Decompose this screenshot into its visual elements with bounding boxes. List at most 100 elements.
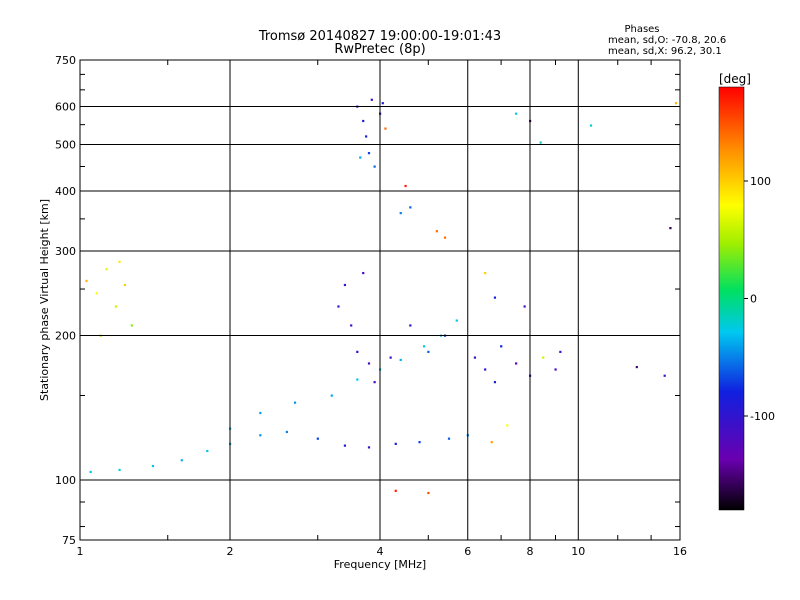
- scatter-point: [493, 296, 497, 299]
- x-tick-label: 16: [673, 545, 687, 558]
- y-tick-label: 300: [55, 245, 76, 258]
- scatter-point: [515, 362, 518, 365]
- colorbar-tick-label: 0: [750, 293, 757, 306]
- scatter-point: [455, 319, 458, 322]
- stats-heading: Phases: [624, 24, 659, 35]
- scatter-point: [500, 345, 503, 348]
- scatter-point: [669, 227, 672, 230]
- scatter-point: [362, 119, 365, 123]
- scatter-point: [89, 470, 92, 474]
- scatter-point: [447, 437, 451, 440]
- scatter-point: [151, 464, 155, 468]
- scatter-point: [539, 141, 542, 144]
- scatter-point: [443, 236, 447, 239]
- scatter-point: [105, 268, 108, 271]
- scatter-point: [473, 356, 477, 359]
- x-tick-label: 6: [464, 545, 471, 558]
- scatter-point: [330, 394, 333, 397]
- scatter-point: [542, 356, 545, 359]
- x-tick-label: 1: [77, 545, 84, 558]
- chart-title: Tromsø 20140827 19:00:00-19:01:43: [258, 29, 501, 44]
- scatter-point: [589, 124, 593, 127]
- scatter-point: [356, 350, 359, 353]
- colorbar-tick-label: 100: [750, 175, 771, 188]
- plot-grid: [80, 60, 680, 540]
- scatter-point: [95, 292, 98, 295]
- colorbar: [719, 87, 744, 510]
- y-tick-label: 750: [55, 54, 76, 67]
- x-tick-label: 4: [377, 545, 384, 558]
- scatter-point: [635, 365, 638, 369]
- scatter-point: [384, 127, 387, 130]
- scatter-point: [663, 374, 666, 377]
- colorbar-label: [deg]: [719, 72, 751, 86]
- y-axis-ticks: 75 100 200 300 400 500 600 750: [55, 54, 680, 547]
- scatter-point: [293, 401, 297, 404]
- scatter-point: [506, 424, 509, 427]
- colorbar-tick-label: -100: [750, 410, 775, 423]
- scatter-point: [118, 260, 121, 263]
- scatter-point: [554, 368, 557, 371]
- scatter-point: [484, 271, 487, 275]
- scatter-point: [490, 441, 493, 444]
- scatter-point: [422, 345, 426, 348]
- scatter-point: [359, 156, 362, 159]
- scatter-point: [123, 283, 126, 287]
- scatter-point: [85, 279, 88, 283]
- plot-frame: [79, 59, 681, 541]
- scatter-point: [435, 230, 438, 233]
- scatter-point: [285, 430, 288, 434]
- scatter-point: [180, 459, 183, 462]
- y-tick-label: 400: [55, 185, 76, 198]
- scatter-point: [427, 491, 430, 495]
- scatter-point: [399, 358, 402, 362]
- scatter-point: [373, 165, 376, 168]
- scatter-point: [118, 468, 121, 472]
- scatter-point: [343, 283, 347, 287]
- scatter-point: [130, 324, 133, 327]
- scatter-point: [409, 324, 412, 327]
- y-tick-label: 100: [55, 474, 76, 487]
- scatter-point: [394, 489, 397, 492]
- scatter-points: [85, 98, 678, 495]
- scatter-point: [418, 441, 421, 444]
- scatter-point: [674, 102, 678, 105]
- scatter-point: [365, 135, 368, 138]
- scatter-point: [389, 356, 392, 359]
- scatter-point: [206, 449, 209, 453]
- scatter-point: [373, 381, 376, 384]
- scatter-point: [259, 411, 262, 415]
- y-tick-label: 500: [55, 139, 76, 152]
- y-tick-label: 600: [55, 101, 76, 114]
- scatter-point: [367, 446, 371, 449]
- scatter-point: [343, 444, 347, 447]
- scatter-point: [404, 184, 407, 188]
- scatter-point: [362, 271, 365, 275]
- x-tick-label: 10: [571, 545, 585, 558]
- stats-line-o: mean, sd,O: -70.8, 20.6: [608, 35, 726, 46]
- y-axis-label: Stationary phase Virtual Height [km]: [38, 199, 51, 401]
- scatter-point: [367, 152, 371, 155]
- scatter-point: [394, 442, 397, 445]
- x-tick-label: 8: [527, 545, 534, 558]
- scatter-point: [523, 305, 526, 308]
- scatter-point: [356, 378, 359, 381]
- scatter-point: [559, 350, 562, 353]
- scatter-point: [370, 98, 373, 101]
- scatter-point: [259, 434, 262, 437]
- scatter-point: [316, 437, 319, 440]
- scatter-point: [381, 102, 384, 105]
- scatter-point: [515, 112, 518, 115]
- scatter-point: [399, 212, 402, 215]
- y-tick-label: 75: [62, 534, 76, 547]
- x-axis-label: Frequency [MHz]: [334, 558, 426, 571]
- scatter-point: [409, 206, 412, 209]
- scatter-point: [337, 305, 340, 308]
- stats-line-x: mean, sd,X: 96.2, 30.1: [608, 46, 722, 57]
- scatter-point: [114, 305, 118, 308]
- chart-subtitle: RwPretec (8p): [334, 42, 425, 57]
- y-tick-label: 200: [55, 330, 76, 343]
- x-axis-ticks: 1 2 4 6 8 10 16: [77, 60, 687, 558]
- scatter-point: [427, 350, 430, 353]
